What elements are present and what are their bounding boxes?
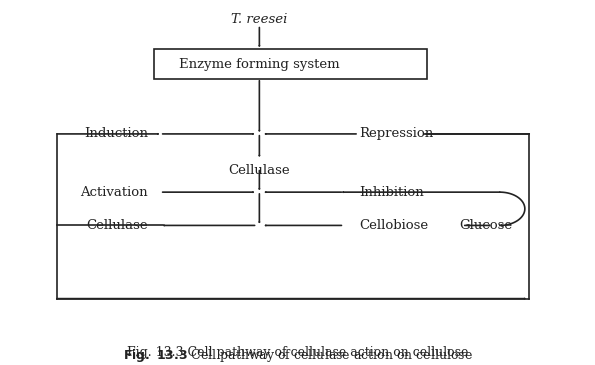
Text: Cellulase: Cellulase [86,219,148,232]
Text: Fig. 13.3 Cell pathway of cellulase action on cellulose: Fig. 13.3 Cell pathway of cellulase acti… [127,346,468,359]
Text: T. reesei: T. reesei [231,13,287,26]
Text: Cellulase: Cellulase [228,164,290,177]
Text: Cellobiose: Cellobiose [359,219,428,232]
Text: $\bf{Fig.\ 13.3}$ Cell pathway of cellulase action on cellulose: $\bf{Fig.\ 13.3}$ Cell pathway of cellul… [123,347,472,364]
Text: Induction: Induction [84,127,148,141]
Text: Activation: Activation [80,186,148,199]
Text: Glucose: Glucose [459,219,512,232]
Text: Inhibition: Inhibition [359,186,424,199]
Bar [154,49,427,79]
Text: Enzyme forming system: Enzyme forming system [179,58,340,70]
Text: Repression: Repression [359,127,433,141]
Text: Fig. 13.3: Fig. 13.3 [267,346,328,359]
